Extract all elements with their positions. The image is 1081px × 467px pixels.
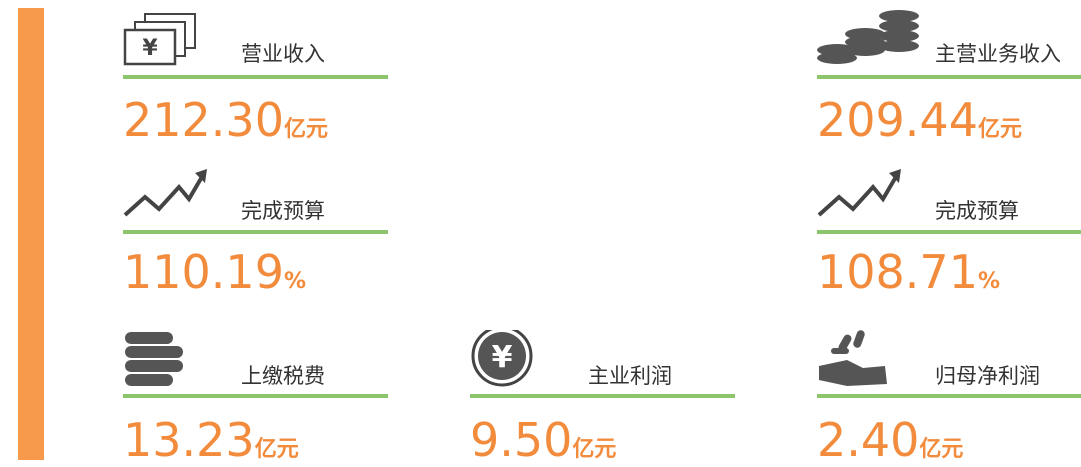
side-bar (18, 8, 44, 460)
divider (817, 75, 1081, 79)
value-unit: % (283, 269, 307, 294)
icon-trend (817, 169, 901, 217)
card: 完成预算 108.71% (817, 165, 1081, 295)
card-label: 完成预算 (935, 199, 1019, 223)
card: 上缴税费 13.23亿元 (123, 330, 388, 463)
divider (817, 394, 1081, 398)
value-number: 108.71 (817, 245, 978, 299)
card: ¥ 主业利润 9.50亿元 (470, 330, 735, 463)
icon-yen: ¥ (471, 330, 533, 387)
value-unit: % (977, 269, 1001, 294)
value-unit: 亿元 (254, 437, 299, 462)
divider (123, 394, 388, 398)
card: 归母净利润 2.40亿元 (817, 330, 1081, 463)
icon-coin-stack (125, 332, 183, 386)
card-value: 9.50亿元 (470, 417, 616, 463)
svg-text:¥: ¥ (142, 36, 158, 61)
card: 完成预算 110.19% (123, 165, 388, 295)
card-label: 主营业务收入 (935, 42, 1061, 66)
card-label: 归母净利润 (935, 364, 1040, 388)
icon-hand (819, 330, 887, 386)
value-number: 9.50 (470, 413, 573, 467)
divider (817, 230, 1081, 234)
card-label: 营业收入 (241, 42, 325, 66)
value-unit: 亿元 (572, 437, 617, 462)
icon-cash: ¥ (123, 13, 196, 66)
value-number: 212.30 (123, 93, 284, 147)
divider (470, 394, 735, 398)
value-unit: 亿元 (283, 117, 328, 142)
card-value: 110.19% (123, 249, 306, 295)
card-value: 212.30亿元 (123, 97, 328, 143)
value-number: 110.19 (123, 245, 284, 299)
card: ¥ 营业收入 212.30亿元 (123, 10, 388, 143)
value-unit: 亿元 (977, 117, 1022, 142)
value-number: 209.44 (817, 93, 978, 147)
divider (123, 230, 388, 234)
card-value: 209.44亿元 (817, 97, 1022, 143)
card-label: 完成预算 (241, 199, 325, 223)
value-unit: 亿元 (919, 437, 964, 462)
card-value: 2.40亿元 (817, 417, 963, 463)
svg-text:¥: ¥ (492, 340, 513, 375)
card-label: 主业利润 (588, 364, 672, 388)
card-value: 108.71% (817, 249, 1000, 295)
value-number: 13.23 (123, 413, 255, 467)
divider (123, 75, 388, 79)
card-value: 13.23亿元 (123, 417, 299, 463)
icon-trend (123, 169, 207, 217)
card-label: 上缴税费 (241, 364, 325, 388)
card: 主营业务收入 209.44亿元 (817, 10, 1081, 143)
value-number: 2.40 (817, 413, 920, 467)
icon-coins (817, 10, 919, 64)
